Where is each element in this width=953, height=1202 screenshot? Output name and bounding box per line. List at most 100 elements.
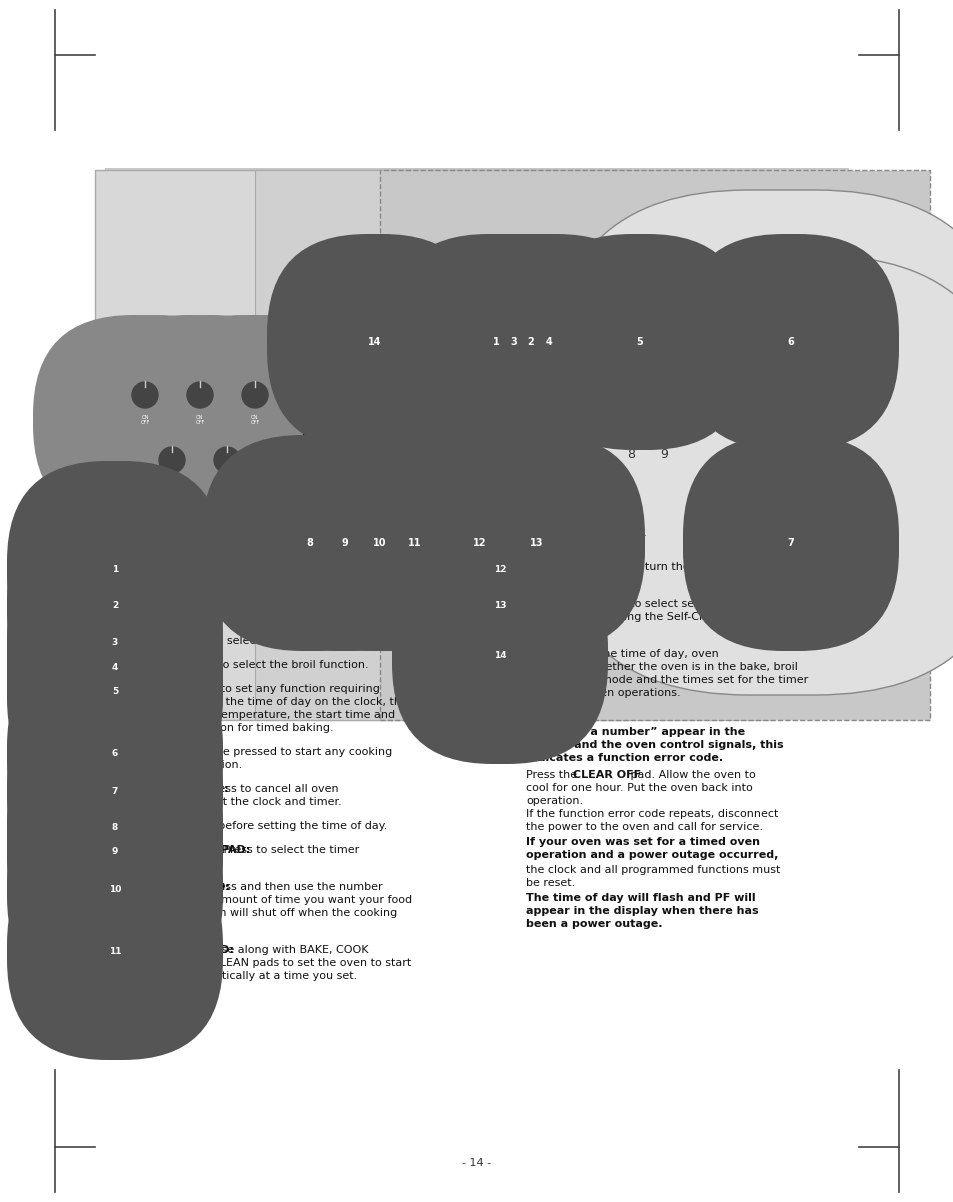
Text: 1: 1 (594, 379, 601, 392)
FancyBboxPatch shape (682, 234, 898, 450)
Text: ON
OFF: ON OFF (140, 415, 150, 426)
Text: Press the: Press the (525, 770, 580, 780)
Text: For satisfactory use of your oven, become: For satisfactory use of your oven, becom… (496, 305, 734, 315)
FancyBboxPatch shape (60, 380, 284, 590)
Text: 14: 14 (368, 337, 381, 347)
Text: 2: 2 (527, 337, 534, 347)
Text: 0: 0 (623, 520, 631, 532)
Text: Press to select the bake function.: Press to select the bake function. (176, 636, 365, 645)
Circle shape (242, 382, 268, 407)
Text: BAKE: BAKE (468, 386, 491, 394)
Text: 4: 4 (112, 662, 118, 672)
Text: length of operation for timed baking.: length of operation for timed baking. (127, 722, 334, 733)
Text: CONTROL PANEL FEATURES: CONTROL PANEL FEATURES (105, 268, 359, 286)
Text: PROOF: PROOF (522, 426, 551, 434)
Text: 7: 7 (787, 538, 794, 548)
Text: Press to cancel all oven: Press to cancel all oven (204, 784, 338, 795)
Text: 10: 10 (109, 885, 121, 893)
Text: If “F– and a number” appear in the: If “F– and a number” appear in the (525, 727, 744, 737)
FancyBboxPatch shape (440, 234, 657, 450)
Text: SELF
CLEAN: SELF CLEAN (526, 530, 547, 541)
Text: 13: 13 (530, 538, 543, 548)
Text: DISPLAY:: DISPLAY: (512, 649, 567, 659)
Text: N: N (490, 727, 498, 737)
Text: TIMER
ON/OFF: TIMER ON/OFF (335, 535, 355, 546)
Circle shape (209, 442, 245, 478)
Text: 2: 2 (626, 379, 635, 392)
FancyBboxPatch shape (7, 683, 223, 899)
Text: 7: 7 (594, 448, 601, 462)
Text: function. See the using the Self-Cleaning Oven: function. See the using the Self-Cleanin… (512, 612, 773, 621)
Text: be reset.: be reset. (525, 877, 575, 888)
FancyBboxPatch shape (7, 720, 223, 936)
Text: COOK TIME PAD:: COOK TIME PAD: (127, 882, 230, 892)
Text: OFF: OFF (770, 481, 792, 490)
Text: Press before setting the time of day.: Press before setting the time of day. (182, 821, 387, 831)
FancyBboxPatch shape (547, 190, 953, 630)
FancyBboxPatch shape (7, 583, 223, 799)
FancyBboxPatch shape (307, 435, 522, 651)
Text: START TIME PAD:: START TIME PAD: (127, 945, 233, 956)
FancyBboxPatch shape (406, 234, 621, 450)
Text: the power to the oven and call for service.: the power to the oven and call for servi… (525, 822, 762, 832)
Text: SELF CLEAN PAD:: SELF CLEAN PAD: (512, 599, 619, 609)
Text: 14: 14 (493, 651, 506, 661)
Text: 4: 4 (594, 413, 601, 427)
FancyBboxPatch shape (95, 169, 629, 720)
Circle shape (182, 377, 218, 413)
Text: WARM: WARM (466, 426, 493, 434)
Text: operation.: operation. (525, 796, 582, 807)
Text: The time of day will flash and PF will: The time of day will flash and PF will (525, 893, 755, 903)
Text: 9: 9 (341, 538, 348, 548)
Text: ON
OFF: ON OFF (167, 480, 176, 490)
Text: Press and then use the number: Press and then use the number (204, 882, 382, 892)
Text: 10: 10 (373, 538, 386, 548)
Circle shape (236, 377, 273, 413)
Text: If your oven was set for a timed oven: If your oven was set for a timed oven (525, 837, 760, 847)
Text: ON
OFF: ON OFF (222, 480, 232, 490)
Text: indicates a function error code.: indicates a function error code. (525, 752, 722, 763)
Text: 5: 5 (626, 413, 635, 427)
Text: If the function error code repeats, disconnect: If the function error code repeats, disc… (525, 809, 778, 819)
Text: or self-cleaning mode and the times set for the timer: or self-cleaning mode and the times set … (512, 676, 807, 685)
FancyBboxPatch shape (254, 169, 769, 720)
FancyBboxPatch shape (392, 498, 607, 714)
Text: or cleaning function.: or cleaning function. (127, 760, 242, 770)
Text: Press to select the timer: Press to select the timer (220, 845, 359, 855)
FancyBboxPatch shape (267, 234, 482, 450)
FancyBboxPatch shape (236, 435, 453, 651)
Circle shape (436, 462, 443, 469)
FancyBboxPatch shape (372, 435, 587, 651)
Text: 6: 6 (659, 413, 667, 427)
Text: 5: 5 (636, 337, 642, 347)
Text: START
TIME: START TIME (406, 535, 423, 546)
FancyBboxPatch shape (429, 435, 644, 651)
Text: OVEN LOCK: OVEN LOCK (765, 432, 797, 438)
Circle shape (132, 382, 158, 407)
FancyBboxPatch shape (143, 315, 367, 525)
FancyBboxPatch shape (422, 234, 639, 450)
FancyBboxPatch shape (547, 255, 953, 695)
FancyBboxPatch shape (7, 744, 223, 960)
Text: 11: 11 (408, 538, 421, 548)
Text: OVEN LIGHT PAD:: OVEN LIGHT PAD: (512, 563, 620, 572)
Text: 2: 2 (112, 601, 118, 611)
Text: 8: 8 (626, 448, 635, 462)
Text: temperature, whether the oven is in the bake, broil: temperature, whether the oven is in the … (512, 662, 797, 672)
FancyBboxPatch shape (532, 234, 747, 450)
Text: pads to set the amount of time you want your food: pads to set the amount of time you want … (127, 895, 412, 905)
Text: Must be pressed to start any cooking: Must be pressed to start any cooking (182, 746, 392, 757)
FancyBboxPatch shape (7, 559, 223, 775)
Text: BAKE PAD:: BAKE PAD: (127, 636, 193, 645)
Text: READ THE INSTRUCTIONS CAREFULLY BEFORE USING THE OVEN.: READ THE INSTRUCTIONS CAREFULLY BEFORE U… (105, 305, 505, 315)
Text: COOK
TIME: COOK TIME (372, 535, 388, 546)
FancyBboxPatch shape (7, 535, 223, 751)
Circle shape (153, 442, 190, 478)
Text: TIMER ON/OFF PAD:: TIMER ON/OFF PAD: (127, 845, 250, 855)
FancyBboxPatch shape (33, 315, 256, 525)
Text: CLEAR OFF: CLEAR OFF (573, 770, 640, 780)
Text: CLEAR: CLEAR (763, 468, 799, 478)
Text: appear in the display when there has: appear in the display when there has (525, 906, 758, 916)
FancyBboxPatch shape (7, 645, 223, 862)
Text: timer, the oven temperature, the start time and: timer, the oven temperature, the start t… (127, 710, 395, 720)
